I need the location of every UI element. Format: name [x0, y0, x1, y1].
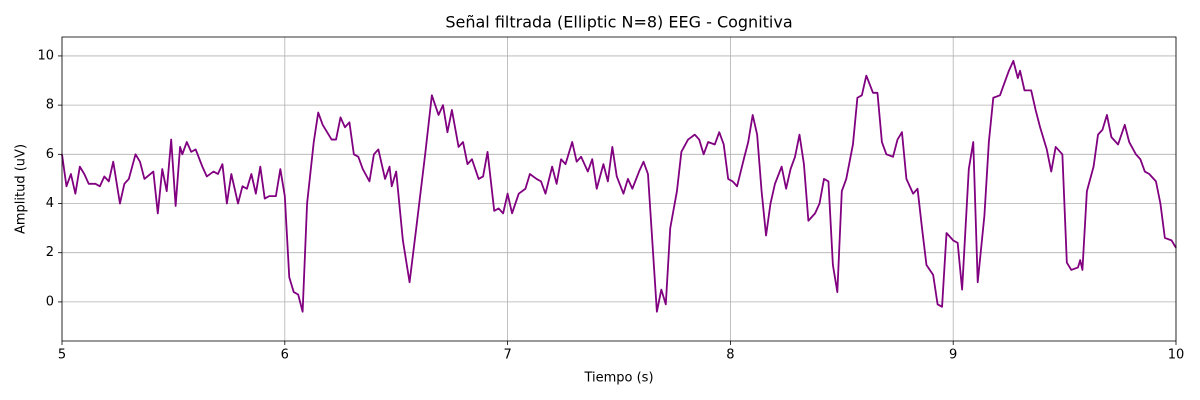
- y-tick-label: 10: [37, 48, 54, 63]
- signal-line: [61, 59, 1177, 313]
- y-tick-label: 4: [46, 196, 54, 211]
- y-tick-label: 0: [46, 294, 54, 309]
- y-tick-label: 6: [46, 147, 54, 162]
- y-axis-label: Amplitud (uV): [14, 144, 29, 234]
- x-tick-label: 9: [949, 348, 957, 363]
- x-tick-label: 10: [1168, 348, 1185, 363]
- x-tick-label: 7: [503, 348, 511, 363]
- x-tick-label: 6: [281, 348, 289, 363]
- y-tick-label: 2: [46, 245, 54, 260]
- x-tick-label: 5: [58, 348, 66, 363]
- y-tick-label: 8: [46, 98, 54, 113]
- plot-frame: [61, 36, 1177, 342]
- chart-title: Señal filtrada (Elliptic N=8) EEG - Cogn…: [445, 13, 792, 32]
- x-tick-label: 8: [726, 348, 734, 363]
- x-axis-label: Tiempo (s): [583, 371, 653, 386]
